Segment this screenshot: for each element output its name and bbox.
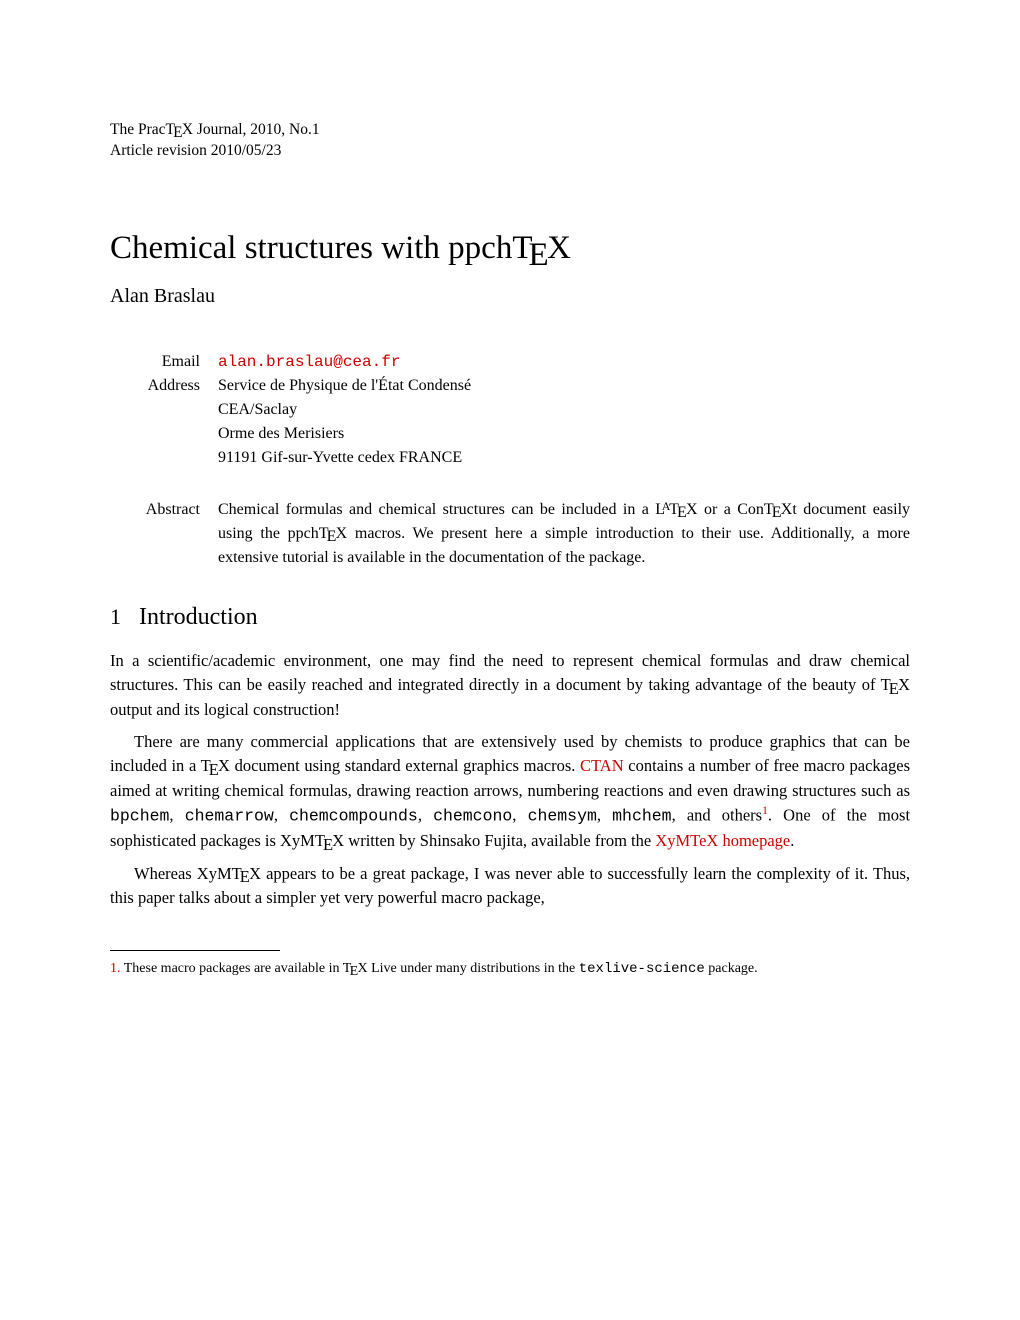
paragraph-1: In a scientific/academic environment, on… — [110, 649, 910, 722]
author-name: Alan Braslau — [110, 285, 910, 308]
footnote-number: 1. — [110, 961, 121, 976]
journal-line-1: The PracTEX Journal, 2010, No.1 — [110, 120, 910, 141]
paragraph-3: Whereas XyMTEX appears to be a great pac… — [110, 862, 910, 911]
paragraph-2: There are many commercial applications t… — [110, 730, 910, 854]
email-row: Email alan.braslau@cea.fr — [110, 350, 471, 374]
email-label: Email — [110, 350, 218, 374]
abstract-text: Chemical formulas and chemical structure… — [218, 498, 910, 570]
abstract-block: Abstract Chemical formulas and chemical … — [110, 498, 910, 570]
footnote-rule — [110, 950, 280, 951]
abstract-row: Abstract Chemical formulas and chemical … — [110, 498, 910, 570]
address-value: Service de Physique de l'État Condensé C… — [218, 374, 471, 470]
abstract-label: Abstract — [110, 498, 218, 570]
section-number: 1 — [110, 604, 121, 629]
meta-block: Email alan.braslau@cea.fr Address Servic… — [110, 350, 471, 470]
body-text: In a scientific/academic environment, on… — [110, 649, 910, 911]
article-title: Chemical structures with ppchTEX — [110, 230, 910, 267]
address-row: Address Service de Physique de l'État Co… — [110, 374, 471, 470]
address-label: Address — [110, 374, 218, 470]
journal-header: The PracTEX Journal, 2010, No.1 Article … — [110, 120, 910, 162]
journal-line-2: Article revision 2010/05/23 — [110, 141, 910, 162]
section-title: Introduction — [139, 604, 258, 630]
ctan-link[interactable]: CTAN — [580, 756, 624, 775]
page: The PracTEX Journal, 2010, No.1 Article … — [0, 0, 1020, 1320]
footnote-1: 1. These macro packages are available in… — [110, 959, 910, 979]
email-value[interactable]: alan.braslau@cea.fr — [218, 350, 471, 374]
xymtex-link[interactable]: XyMTeX homepage — [655, 831, 790, 850]
section-heading: 1 Introduction — [110, 604, 910, 631]
